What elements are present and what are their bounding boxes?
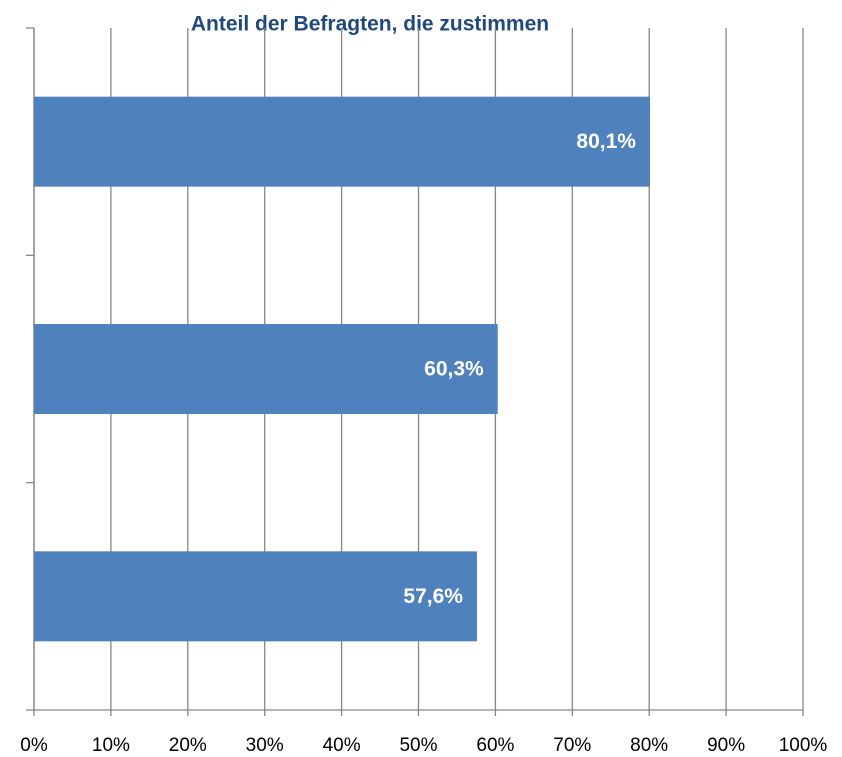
x-tick-label: 90% — [707, 735, 745, 756]
chart-title: Anteil der Befragten, die zustimmen — [191, 13, 549, 36]
x-tick-label: 30% — [246, 735, 284, 756]
x-tick-label: 50% — [399, 735, 437, 756]
bar — [34, 96, 650, 187]
x-tick-label: 10% — [92, 735, 130, 756]
x-tick-label: 100% — [779, 735, 828, 756]
data-label: 57,6% — [403, 585, 463, 608]
x-tick-label: 40% — [323, 735, 361, 756]
x-tick-label: 0% — [20, 735, 48, 756]
x-tick-label: 70% — [553, 735, 591, 756]
x-tick-label: 60% — [476, 735, 514, 756]
x-tick-label: 20% — [169, 735, 207, 756]
bar — [34, 551, 477, 642]
data-label: 80,1% — [576, 130, 636, 153]
x-tick-label: 80% — [630, 735, 668, 756]
data-label: 60,3% — [424, 358, 484, 381]
bar — [34, 324, 498, 414]
